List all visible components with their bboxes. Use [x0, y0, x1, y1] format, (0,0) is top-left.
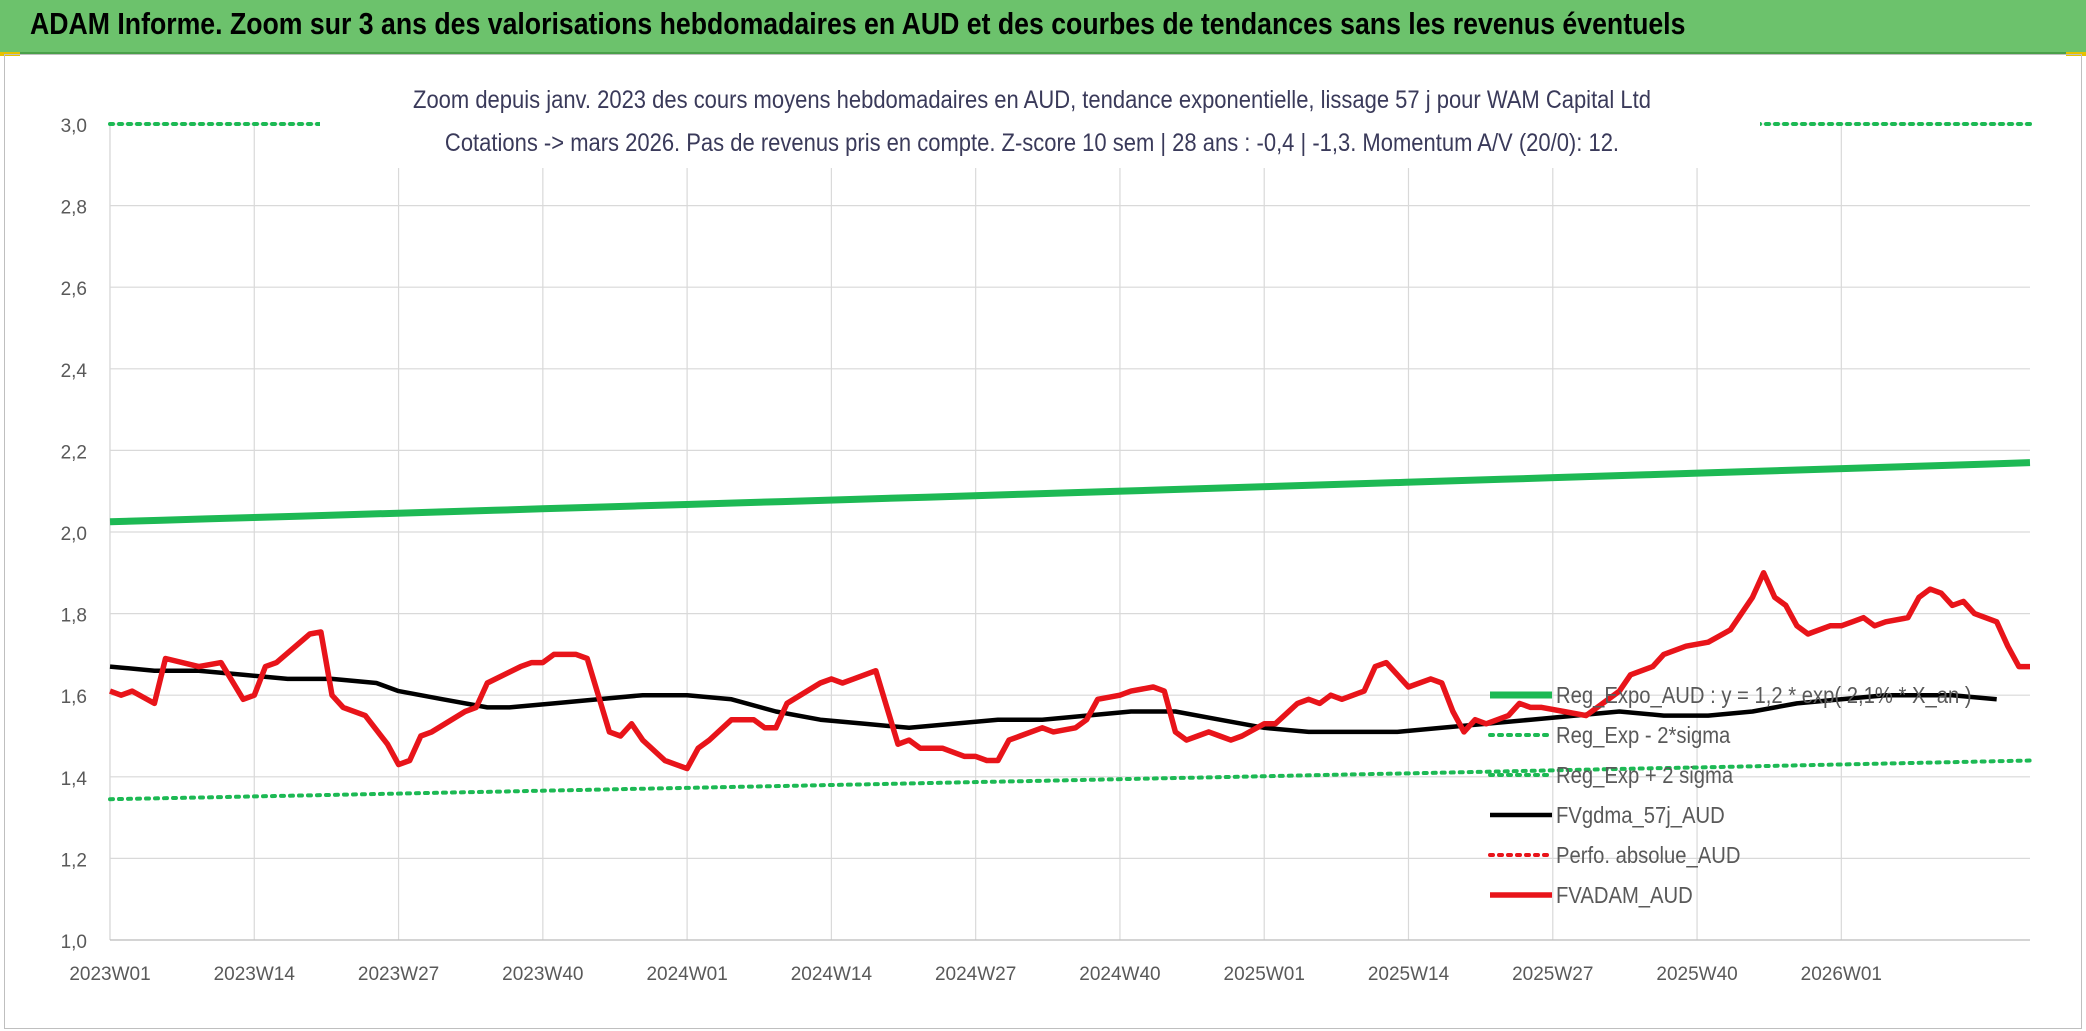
series-line-5 — [109, 570, 2030, 772]
x-tick-label: 2025W27 — [1512, 964, 1593, 985]
x-tick-label: 2026W01 — [1801, 964, 1882, 985]
x-tick-label: 2025W01 — [1224, 964, 1305, 985]
x-tick-label: 2024W27 — [935, 964, 1016, 985]
series-layer — [108, 122, 2032, 802]
legend-label: Reg_Expo_AUD : y = 1,2 * exp( 2,1% * X_a… — [1556, 682, 1972, 709]
y-tick-label: 1,4 — [61, 769, 88, 790]
y-tick-label: 2,4 — [61, 361, 88, 382]
legend-label: FVgdma_57j_AUD — [1556, 802, 1725, 829]
x-tick-label: 2025W14 — [1368, 964, 1450, 985]
y-tick-label: 3,0 — [61, 116, 87, 137]
y-tick-label: 2,0 — [61, 524, 87, 545]
x-tick-label: 2024W01 — [646, 964, 727, 985]
title-backdrop — [320, 78, 1760, 168]
x-tick-label: 2023W27 — [358, 964, 439, 985]
legend-label: Reg_Exp + 2 sigma — [1556, 762, 1734, 789]
legend: Reg_Expo_AUD : y = 1,2 * exp( 2,1% * X_a… — [1488, 682, 1972, 909]
gridlines — [109, 123, 2030, 941]
x-tick-label: 2023W01 — [69, 964, 150, 985]
x-tick-label: 2024W40 — [1079, 964, 1160, 985]
x-tick-label: 2025W40 — [1656, 964, 1737, 985]
report-title: ADAM Informe. Zoom sur 3 ans des valoris… — [30, 6, 1686, 41]
legend-label: FVADAM_AUD — [1556, 882, 1693, 909]
report-banner: ADAM Informe. Zoom sur 3 ans des valoris… — [0, 0, 2086, 54]
chart-title-line1: Zoom depuis janv. 2023 des cours moyens … — [413, 86, 1651, 114]
x-tick-label: 2024W14 — [791, 964, 873, 985]
x-axis: 2023W01 2023W14 2023W27 2023W40 2024W01 2024W… — [69, 964, 1882, 985]
y-axis: 1,0 1,2 1,4 1,6 1,8 2,0 2,2 2,4 2,6 2,8 3,0 — [61, 116, 88, 953]
legend-label: Perfo. absolue_AUD — [1556, 842, 1740, 869]
y-tick-label: 1,2 — [61, 850, 87, 871]
y-tick-label: 2,2 — [61, 442, 87, 463]
y-tick-label: 1,0 — [61, 932, 87, 953]
chart-frame — [4, 54, 2082, 1029]
series-line-0 — [109, 459, 2031, 526]
chart-title-line2: Cotations -> mars 2026. Pas de revenus p… — [445, 129, 1619, 157]
y-tick-label: 1,6 — [61, 687, 87, 708]
x-tick-label: 2023W40 — [502, 964, 583, 985]
y-tick-label: 2,6 — [61, 279, 87, 300]
y-tick-label: 1,8 — [61, 606, 87, 627]
y-tick-label: 2,8 — [61, 198, 87, 219]
x-tick-label: 2023W14 — [214, 964, 296, 985]
series-line-2 — [108, 758, 2032, 802]
series-line-3 — [109, 664, 1997, 735]
legend-label: Reg_Exp - 2*sigma — [1556, 722, 1731, 749]
